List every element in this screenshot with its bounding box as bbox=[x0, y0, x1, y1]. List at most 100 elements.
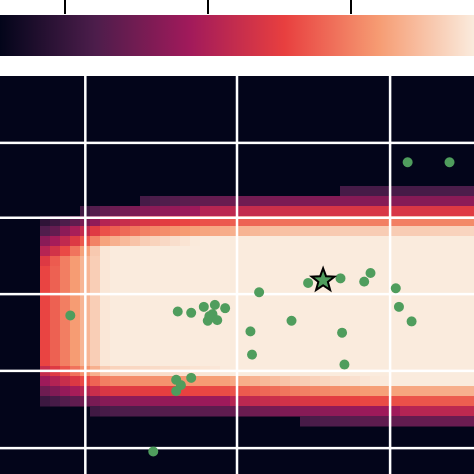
heatmap-cell bbox=[50, 236, 61, 247]
heatmap-cell bbox=[370, 286, 381, 297]
heatmap-cell bbox=[280, 326, 291, 337]
heatmap-cell bbox=[460, 316, 471, 327]
heatmap-cell bbox=[470, 196, 474, 207]
heatmap-cell bbox=[380, 406, 391, 417]
heatmap-cell bbox=[110, 386, 121, 397]
heatmap-cell bbox=[280, 236, 291, 247]
heatmap-cell bbox=[140, 236, 151, 247]
heatmap-cell bbox=[420, 196, 431, 207]
heatmap-cell bbox=[260, 406, 271, 417]
heatmap-cell bbox=[430, 306, 441, 317]
heatmap-cell bbox=[400, 406, 411, 417]
heatmap-cell bbox=[420, 336, 431, 347]
heatmap-cell bbox=[170, 336, 181, 347]
heatmap-cell bbox=[110, 266, 121, 277]
heatmap-cell bbox=[300, 346, 311, 357]
heatmap-cell bbox=[300, 216, 311, 227]
heatmap-cell bbox=[420, 276, 431, 287]
heatmap-cell bbox=[410, 406, 421, 417]
heatmap-cell bbox=[350, 216, 361, 227]
heatmap-cell bbox=[120, 316, 131, 327]
heatmap-cell bbox=[60, 316, 71, 327]
heatmap-cell bbox=[40, 386, 51, 397]
heatmap-cell bbox=[340, 306, 351, 317]
heatmap-cell bbox=[280, 256, 291, 267]
heatmap-cell bbox=[360, 316, 371, 327]
heatmap-cell bbox=[360, 356, 371, 367]
heatmap-cell bbox=[330, 396, 341, 407]
heatmap-cell bbox=[360, 326, 371, 337]
heatmap-cell bbox=[100, 216, 111, 227]
scatter-point bbox=[359, 276, 370, 287]
scatter-point bbox=[209, 299, 220, 310]
heatmap-cell bbox=[440, 406, 451, 417]
heatmap-cell bbox=[90, 376, 101, 387]
heatmap-cell bbox=[390, 236, 401, 247]
heatmap-cell bbox=[70, 296, 81, 307]
heatmap-cell bbox=[200, 206, 211, 217]
heatmap-cell bbox=[190, 236, 201, 247]
heatmap-cell bbox=[410, 216, 421, 227]
heatmap-cell bbox=[430, 326, 441, 337]
heatmap-cell bbox=[280, 216, 291, 227]
heatmap-cell bbox=[430, 356, 441, 367]
heatmap-cell bbox=[460, 286, 471, 297]
heatmap-cell bbox=[200, 266, 211, 277]
star-markers bbox=[308, 265, 338, 293]
heatmap-cell bbox=[300, 386, 311, 397]
heatmap-cell bbox=[40, 336, 51, 347]
heatmap-cell bbox=[260, 306, 271, 317]
heatmap-cell bbox=[160, 306, 171, 317]
heatmap-cell bbox=[140, 256, 151, 267]
heatmap-cell bbox=[230, 226, 241, 237]
heatmap-cell bbox=[110, 246, 121, 257]
heatmap-cell bbox=[390, 246, 401, 257]
heatmap-cell bbox=[470, 186, 474, 197]
heatmap-cell bbox=[450, 396, 461, 407]
heatmap-cell bbox=[180, 326, 191, 337]
heatmap-cell bbox=[40, 316, 51, 327]
heatmap-cell bbox=[400, 256, 411, 267]
heatmap-cell bbox=[320, 396, 331, 407]
heatmap-cell bbox=[470, 256, 474, 267]
heatmap-cell bbox=[50, 326, 61, 337]
heatmap-cell bbox=[150, 296, 161, 307]
scatter-point bbox=[402, 157, 413, 168]
heatmap-cell bbox=[160, 246, 171, 257]
heatmap-cell bbox=[240, 316, 251, 327]
heatmap-cell bbox=[440, 356, 451, 367]
heatmap-cell bbox=[180, 356, 191, 367]
heatmap-cell bbox=[200, 396, 211, 407]
heatmap-cell bbox=[310, 346, 321, 357]
heatmap-cell bbox=[280, 316, 291, 327]
heatmap-cell bbox=[300, 266, 311, 277]
heatmap-cell bbox=[460, 356, 471, 367]
heatmap-cell bbox=[180, 216, 191, 227]
heatmap-cell bbox=[430, 186, 441, 197]
heatmap-cell bbox=[340, 236, 351, 247]
heatmap-cell bbox=[380, 386, 391, 397]
heatmap-cell bbox=[190, 256, 201, 267]
heatmap-cell bbox=[130, 396, 141, 407]
heatmap-cell bbox=[190, 196, 201, 207]
heatmap-cell bbox=[120, 266, 131, 277]
heatmap-cell bbox=[310, 266, 321, 277]
heatmap-cell bbox=[400, 326, 411, 337]
heatmap-cell bbox=[270, 276, 281, 287]
heatmap-cell bbox=[150, 236, 161, 247]
heatmap-cell bbox=[400, 336, 411, 347]
heatmap-cell bbox=[390, 276, 401, 287]
heatmap-cell bbox=[380, 236, 391, 247]
heatmap-cell bbox=[450, 226, 461, 237]
heatmap-cell bbox=[410, 246, 421, 257]
heatmap-cell bbox=[260, 266, 271, 277]
heatmap-cell bbox=[160, 336, 171, 347]
scatter-point bbox=[337, 327, 348, 338]
heatmap-cell bbox=[470, 276, 474, 287]
heatmap-cell bbox=[250, 386, 261, 397]
heatmap-cell bbox=[380, 206, 391, 217]
heatmap-cell bbox=[150, 376, 161, 387]
heatmap-cell bbox=[450, 266, 461, 277]
heatmap-cell bbox=[320, 206, 331, 217]
heatmap-cell bbox=[370, 316, 381, 327]
